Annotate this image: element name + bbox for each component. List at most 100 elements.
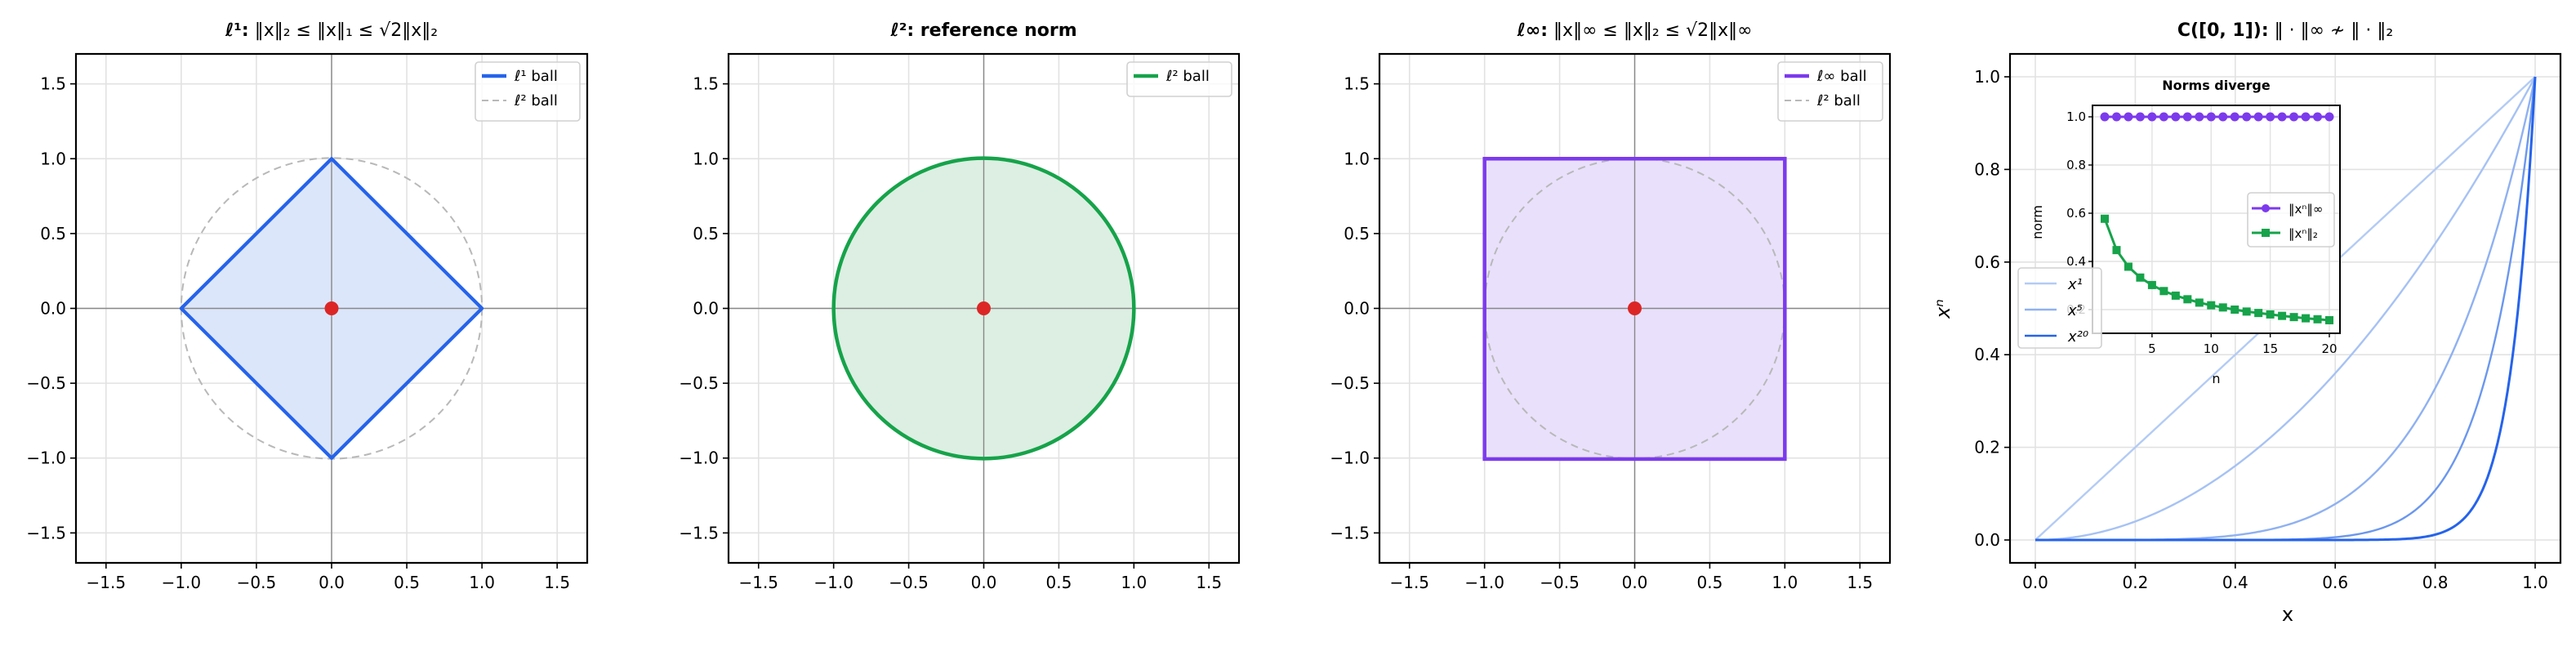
x-tick-label: −1.5	[1389, 573, 1429, 592]
x-tick-label: 0.4	[2222, 573, 2248, 592]
curve-legend-item: x²⁰	[2025, 328, 2088, 346]
inset-x-tick-label: 15	[2262, 341, 2278, 356]
y-tick-label: 1.0	[693, 149, 719, 168]
inset-y-tick-label: 1.0	[2066, 109, 2086, 124]
y-tick-label: −1.0	[679, 448, 719, 468]
x-tick-label: −1.5	[738, 573, 778, 592]
l2-ball-outline	[831, 156, 1136, 461]
inset-y-tick-label: 0.6	[2066, 206, 2086, 221]
inset-series-l2-norm	[2101, 214, 2333, 324]
curve-legend-item: x⁵	[2025, 302, 2083, 319]
y-tick-label: 0.5	[40, 224, 66, 243]
legend-label: ℓ∞ ball	[1816, 68, 1867, 85]
y-tick-label: 0.4	[1974, 345, 2000, 364]
curve-legend-label: x¹	[2067, 276, 2083, 293]
x-tick-label: 0.0	[319, 573, 345, 592]
y-tick-label: 0.0	[1974, 530, 2000, 550]
origin-marker	[324, 301, 339, 315]
inset-frame	[2092, 105, 2341, 334]
y-tick-label: −1.5	[26, 523, 66, 542]
curve-legend-item: x¹	[2025, 276, 2083, 293]
panel-l2-ball: −1.5 −1.0 −0.5 0.0 0.5 1.0 1.5 1.5 1.0 0.5 0.0 −0.5…	[679, 20, 1241, 592]
inset-legend-item: ‖xⁿ‖∞	[2252, 202, 2323, 216]
x-tick-label: 1.0	[469, 573, 495, 592]
x-tick-labels: 0.0 0.2 0.4 0.6 0.8 1.0	[2022, 563, 2548, 592]
inset-x-label: n	[2212, 371, 2220, 386]
x-tick-label: 1.0	[2522, 573, 2548, 592]
y-tick-labels: 0.0 0.2 0.4 0.6 0.8 1.0	[1974, 67, 2010, 550]
x-tick-label: −1.0	[1464, 573, 1504, 592]
inset-y-tick-label: 0.4	[2066, 254, 2086, 269]
legend-label: ℓ¹ ball	[514, 68, 558, 85]
inset-y-tick-label: 0.8	[2066, 158, 2086, 172]
y-tick-label: −0.5	[1330, 373, 1370, 393]
axes-frame	[74, 52, 589, 564]
legend: ℓ² ball	[1126, 61, 1232, 97]
legend-label: ℓ² ball	[1165, 68, 1210, 85]
legend-item: ℓ² ball	[482, 92, 558, 109]
x-tick-label: 1.5	[544, 573, 570, 592]
inset-series-sup-norm	[2100, 112, 2334, 122]
inset-x-tick-label: 5	[2148, 341, 2156, 356]
linf-ball-outline	[1482, 157, 1787, 462]
y-tick-label: −0.5	[26, 373, 66, 393]
inset-x-tick-label: 10	[2204, 341, 2219, 356]
curve-x-power-2	[2035, 76, 2537, 542]
inset-legend-label: ‖xⁿ‖∞	[2289, 202, 2323, 216]
x-tick-label: 0.5	[1046, 573, 1072, 592]
ball-shapes	[729, 54, 1239, 563]
x-tick-label: 0.5	[394, 573, 420, 592]
legend-item: ℓ² ball	[1785, 92, 1861, 109]
curve-legend: x¹ x⁵ x²⁰	[2017, 267, 2102, 349]
y-tick-label: 0.5	[1344, 224, 1370, 243]
legend-item: ℓ¹ ball	[482, 68, 558, 85]
y-tick-label: −1.0	[1330, 448, 1370, 468]
x-tick-label: −0.5	[237, 573, 277, 592]
panel-c01-powers: 0.0 0.2 0.4 0.6 0.8 1.0 0.0 0.2 0.4 0.6 0.8 1.0 C([0…	[1932, 20, 2562, 626]
legend-label: ℓ² ball	[514, 92, 558, 109]
legend: ℓ∞ ball ℓ² ball	[1777, 61, 1883, 122]
axes-frame	[2008, 52, 2562, 564]
inset-legend-item: ‖xⁿ‖₂	[2252, 226, 2318, 241]
origin-marker	[977, 301, 991, 315]
x-tick-label: 1.0	[1121, 573, 1147, 592]
x-tick-label: −1.5	[87, 573, 127, 592]
x-tick-label: 1.0	[1772, 573, 1798, 592]
x-tick-label: 0.2	[2122, 573, 2148, 592]
legend-item: ℓ∞ ball	[1785, 68, 1867, 85]
y-tick-labels: 1.5 1.0 0.5 0.0 −0.5 −1.0 −1.5	[679, 74, 729, 542]
y-tick-label: −1.5	[1330, 523, 1370, 542]
y-tick-label: 0.6	[1974, 252, 2000, 272]
l1-ball-outline	[179, 157, 484, 460]
y-tick-label: 0.0	[1344, 299, 1370, 319]
y-tick-label: 0.0	[40, 299, 66, 319]
y-tick-label: 1.5	[40, 74, 66, 94]
y-axis-label: xⁿ	[1932, 299, 1954, 319]
x-tick-label: 0.0	[2022, 573, 2048, 592]
legend-box	[2017, 267, 2102, 349]
axes-frame	[1378, 52, 1892, 564]
panel-l1-ball: −1.5 −1.0 −0.5 0.0 0.5 1.0 1.5 1.5 1.0 0.5 0.0 −0.5…	[26, 20, 589, 592]
y-tick-label: 0.2	[1974, 438, 2000, 457]
x-tick-label: 1.5	[1196, 573, 1222, 592]
y-tick-label: 0.0	[693, 299, 719, 319]
panel-linf-ball: −1.5 −1.0 −0.5 0.0 0.5 1.0 1.5 1.5 1.0 0.5 0.0 −0.5…	[1330, 20, 1892, 592]
legend-box	[1126, 61, 1232, 97]
panel-title: ℓ²: reference norm	[889, 20, 1076, 41]
panel-title: C([0, 1]): ‖ · ‖∞ ≁ ‖ · ‖₂	[2177, 20, 2393, 41]
panel-title: ℓ¹: ‖x‖₂ ≤ ‖x‖₁ ≤ √2‖x‖₂	[225, 20, 438, 41]
y-tick-label: 1.0	[1344, 149, 1370, 168]
y-tick-label: −1.0	[26, 448, 66, 468]
x-tick-label: −1.0	[162, 573, 202, 592]
inset-title: Norms diverge	[2162, 78, 2271, 93]
y-tick-label: 0.5	[693, 224, 719, 243]
curve-legend-label: x⁵	[2067, 302, 2083, 319]
y-tick-labels: 1.5 1.0 0.5 0.0 −0.5 −1.0 −1.5	[1330, 74, 1379, 542]
ball-shapes	[1379, 54, 1890, 563]
x-tick-label: 0.6	[2322, 573, 2348, 592]
ball-shapes	[76, 54, 587, 563]
inset-legend: ‖xⁿ‖∞ ‖xⁿ‖₂	[2247, 192, 2335, 248]
x-tick-labels: −1.5 −1.0 −0.5 0.0 0.5 1.0 1.5	[87, 563, 570, 592]
